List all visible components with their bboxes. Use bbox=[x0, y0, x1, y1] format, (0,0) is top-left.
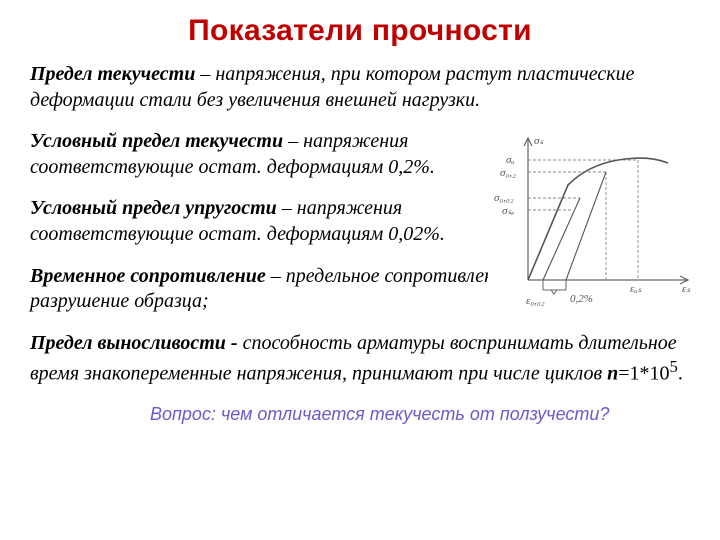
ytick-u: σᵤ bbox=[506, 154, 515, 166]
slide: Показатели прочности Предел текучести – … bbox=[0, 0, 720, 540]
term-endurance: Предел выносливости - bbox=[30, 332, 243, 354]
def-cond-yield: Условный предел текучести – напряжения с… bbox=[30, 129, 470, 180]
term-cond-elastic: Условный предел упругости bbox=[30, 197, 277, 219]
stress-strain-diagram: σₛ σᵤ σ₀,₂ σ₀,₀₂ σₛₑ ε₀,₀₂ 0,2% εᵤₛ εₛ bbox=[488, 130, 698, 310]
tail-text: . bbox=[678, 363, 683, 385]
term-cond-yield: Условный предел текучести bbox=[30, 130, 283, 152]
y-axis-label: σₛ bbox=[534, 135, 544, 147]
xtick-e002: ε₀,₀₂ bbox=[526, 295, 545, 307]
ytick-se: σₛₑ bbox=[502, 205, 515, 217]
def-yield: Предел текучести – напряжения, при котор… bbox=[30, 62, 690, 113]
def-cond-elastic: Условный предел упругости – напряжения с… bbox=[30, 196, 470, 247]
n-var: n bbox=[607, 363, 618, 385]
term-ultimate: Временное сопротивление bbox=[30, 265, 266, 287]
eq-text: =1*10 bbox=[618, 363, 669, 385]
question-text: Вопрос: чем отличается текучесть от полз… bbox=[150, 404, 690, 425]
ytick-002: σ₀,₀₂ bbox=[494, 192, 514, 204]
xtick-02p: 0,2% bbox=[570, 293, 593, 305]
page-title: Показатели прочности bbox=[30, 14, 690, 48]
def-endurance: Предел выносливости - способность армату… bbox=[30, 331, 690, 388]
exp-text: 5 bbox=[670, 357, 678, 376]
term-yield: Предел текучести bbox=[30, 63, 195, 85]
ytick-02: σ₀,₂ bbox=[500, 167, 516, 179]
chart-svg: σₛ σᵤ σ₀,₂ σ₀,₀₂ σₛₑ ε₀,₀₂ 0,2% εᵤₛ εₛ bbox=[488, 130, 698, 310]
xtick-eus: εᵤₛ bbox=[630, 283, 643, 295]
x-axis-label: εₛ bbox=[682, 283, 691, 295]
